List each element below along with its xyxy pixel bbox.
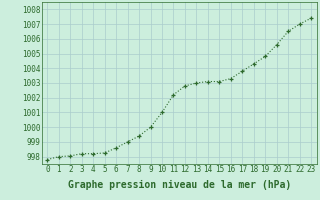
X-axis label: Graphe pression niveau de la mer (hPa): Graphe pression niveau de la mer (hPa) <box>68 180 291 190</box>
